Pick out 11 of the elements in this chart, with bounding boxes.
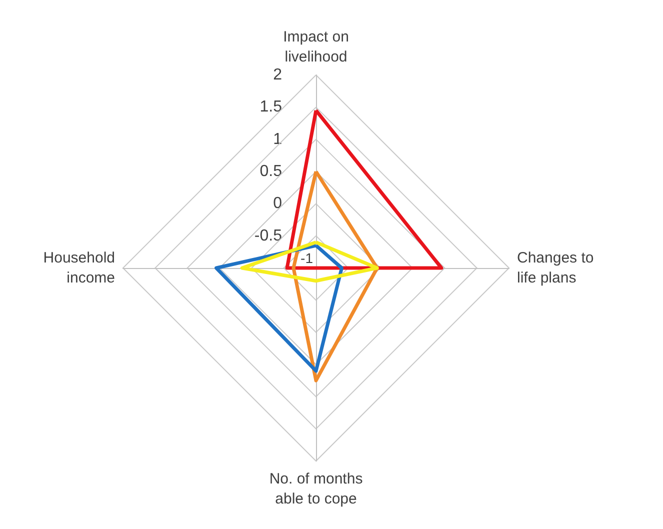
spoke-label: Changes to life plans (517, 250, 594, 286)
y-tick-label: 1.5 (260, 98, 282, 116)
y-tick-label: -0.5 (254, 227, 282, 244)
spoke-label: No. of months able to cope (269, 470, 363, 508)
y-tick-label: 0.5 (260, 163, 282, 180)
y-tick-label: 1 (273, 130, 282, 148)
y-tick-label: -1 (300, 250, 314, 266)
spoke-label: Impact on livelihood (283, 28, 349, 66)
y-tick-label: 2 (273, 66, 282, 84)
y-tick-label: 0 (273, 195, 282, 212)
spoke-label: Household income (43, 250, 115, 286)
